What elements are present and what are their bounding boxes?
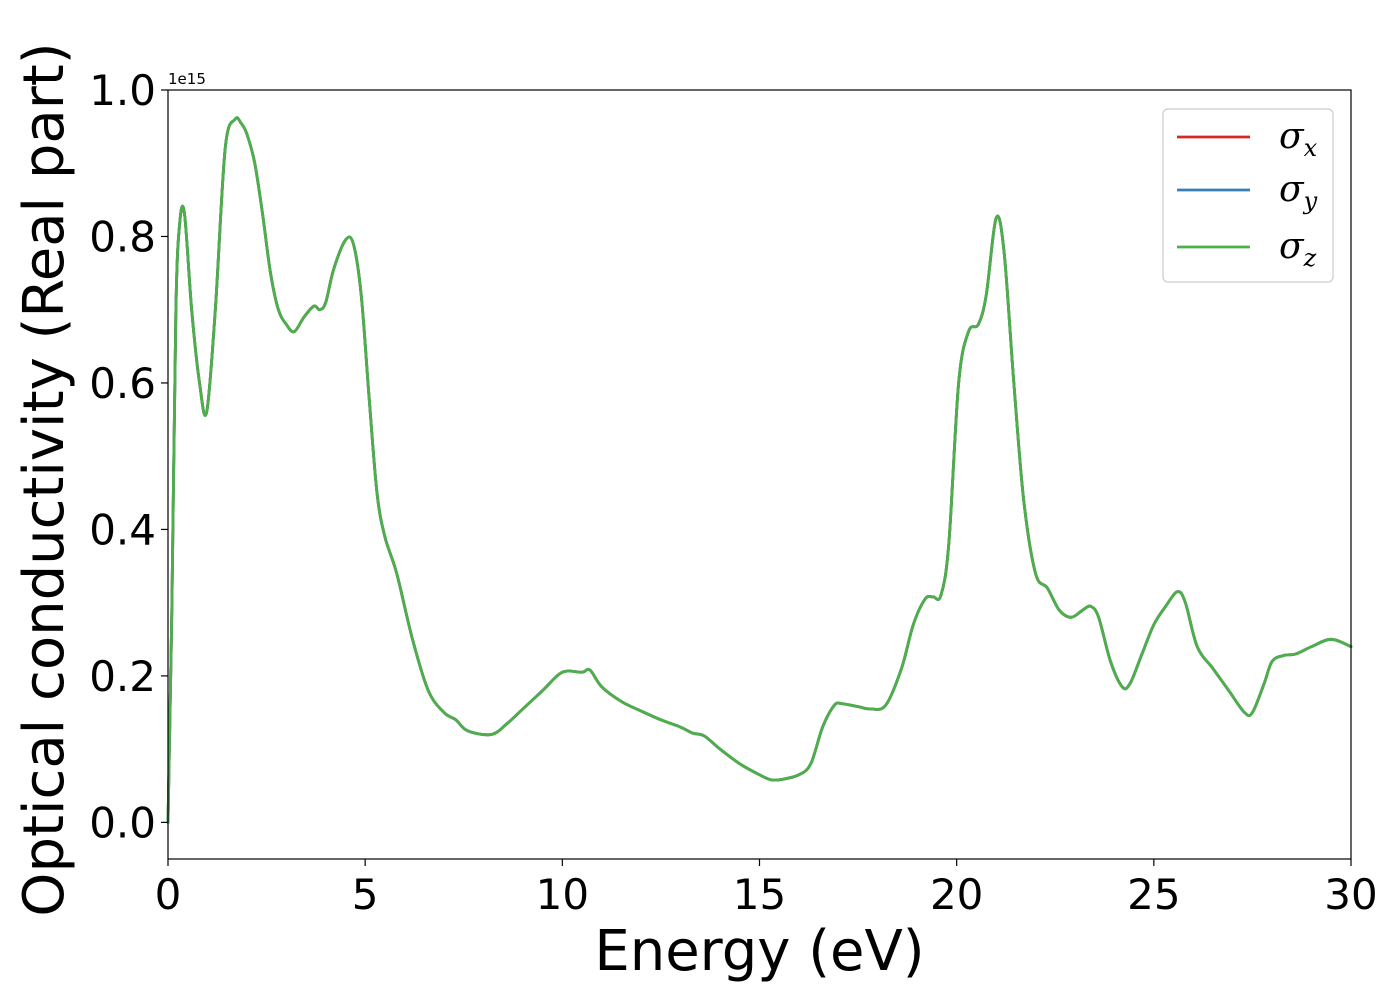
legend: σx σy σz bbox=[1162, 108, 1334, 283]
legend-label-z: σz bbox=[1279, 226, 1317, 272]
y-tick-label: 0.2 bbox=[89, 652, 156, 701]
legend-label-x: σx bbox=[1279, 116, 1318, 162]
legend-box bbox=[1162, 108, 1334, 283]
x-tick-label: 5 bbox=[352, 870, 379, 919]
y-tick-label: 0.0 bbox=[89, 798, 156, 847]
y-tick-label: 0.8 bbox=[89, 212, 156, 261]
series-lines bbox=[166, 116, 1353, 824]
x-axis-title: Energy (eV) bbox=[594, 919, 924, 984]
series-line-z bbox=[166, 116, 1353, 824]
x-tick-label: 10 bbox=[536, 870, 589, 919]
x-tick-label: 20 bbox=[930, 870, 983, 919]
x-tick-label: 15 bbox=[733, 870, 786, 919]
legend-label-y: σy bbox=[1279, 169, 1318, 215]
y-tick-label: 0.4 bbox=[89, 505, 156, 554]
y-tick-label: 1.0 bbox=[89, 66, 156, 115]
y-axis-title: Optical conductivity (Real part) bbox=[12, 42, 77, 916]
x-axis: 0 5 10 15 20 25 30 bbox=[155, 859, 1378, 919]
x-tick-label: 25 bbox=[1127, 870, 1180, 919]
y-tick-label: 0.6 bbox=[89, 359, 156, 408]
y-offset-label: 1e15 bbox=[168, 70, 206, 88]
y-axis: 0.0 0.2 0.4 0.6 0.8 1.0 bbox=[89, 66, 168, 847]
x-tick-label: 30 bbox=[1324, 870, 1377, 919]
x-tick-label: 0 bbox=[155, 870, 182, 919]
